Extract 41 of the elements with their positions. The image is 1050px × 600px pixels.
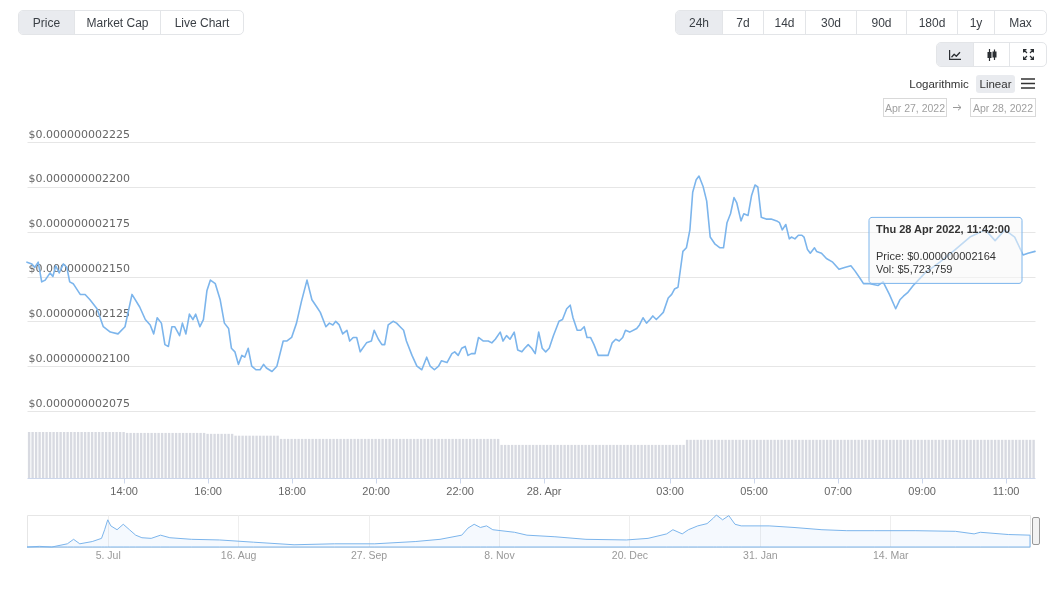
y-tick-label: $0.000000002175 — [28, 217, 130, 231]
x-tick-label: 18:00 — [278, 484, 306, 497]
x-tick-label: 09:00 — [908, 484, 936, 497]
x-tick-label: 05:00 — [740, 484, 768, 497]
x-tick-label: 5. Jul — [95, 548, 121, 561]
y-tick-label: $0.000000002100 — [28, 351, 130, 365]
button: 180d — [906, 11, 957, 34]
date-field: Apr 27, 2022 — [883, 98, 947, 117]
x-tick-label: 16. Aug — [220, 548, 257, 561]
annotation: Price: $0.000000002164 — [876, 249, 996, 262]
x-tick-label: 31. Jan — [743, 548, 778, 561]
button: Market Cap — [74, 11, 160, 34]
button: 24h — [676, 11, 722, 34]
button: Price — [19, 11, 74, 34]
button: 90d — [856, 11, 906, 34]
x-tick-label: 14:00 — [110, 484, 138, 497]
x-tick-label: 8. Nov — [484, 548, 516, 561]
x-tick-label: 16:00 — [194, 484, 222, 497]
x-tick-label: 07:00 — [824, 484, 852, 497]
text: Logarithmic — [909, 78, 969, 90]
x-tick-label: 11:00 — [992, 484, 1020, 497]
x-tick-label: 20:00 — [362, 484, 390, 497]
button: 14d — [763, 11, 805, 34]
x-tick-label: 28. Apr — [526, 484, 562, 497]
annotation: Vol: $5,723,759 — [876, 263, 953, 276]
x-tick-label: 20. Dec — [611, 548, 649, 561]
button: 1y — [957, 11, 994, 34]
date-field: Apr 28, 2022 — [970, 98, 1036, 117]
x-tick-label: 14. Mar — [872, 548, 910, 561]
button: 30d — [805, 11, 856, 34]
y-tick-label: $0.000000002200 — [28, 172, 130, 186]
button: 7d — [722, 11, 763, 34]
y-tick-label: $0.000000002225 — [28, 127, 130, 141]
x-tick-label: 27. Sep — [350, 548, 388, 561]
x-tick-label: 03:00 — [656, 484, 684, 497]
button: Max — [994, 11, 1046, 34]
y-tick-label: $0.000000002075 — [28, 396, 130, 410]
x-tick-label: 22:00 — [446, 484, 474, 497]
toggle-button: Linear — [976, 75, 1015, 93]
button: Live Chart — [160, 11, 243, 34]
annotation: Thu 28 Apr 2022, 11:42:00 — [876, 223, 1011, 236]
